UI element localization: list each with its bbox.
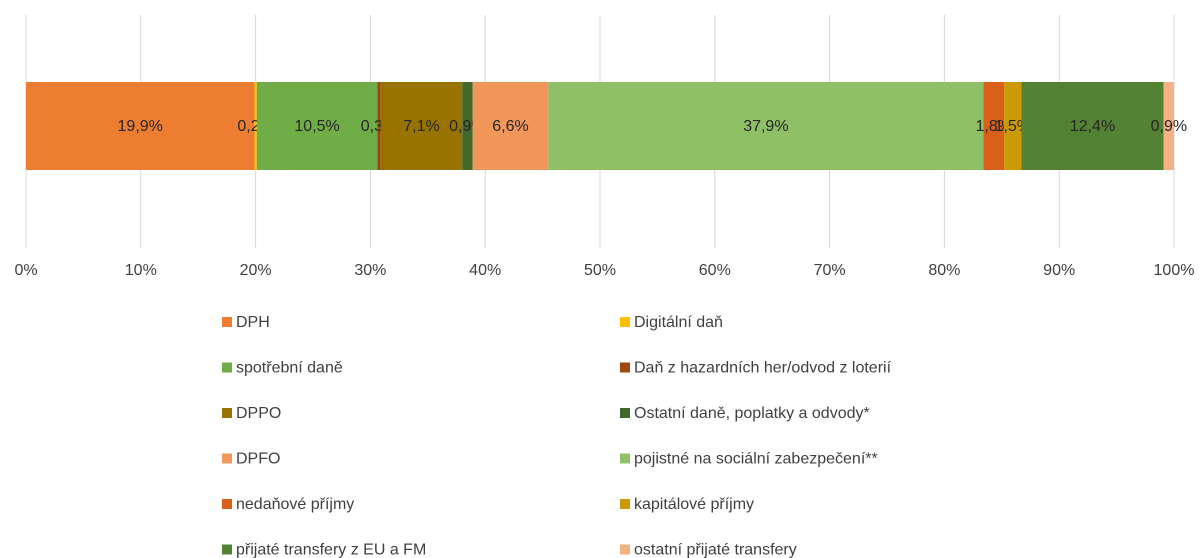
legend-swatch	[222, 408, 232, 418]
data-label: 6,6%	[492, 118, 528, 135]
legend-swatch	[222, 362, 232, 373]
legend-swatch	[620, 544, 630, 555]
bar-segment	[1021, 82, 1164, 170]
legend-label: Digitální daň	[634, 314, 723, 331]
bar-segment	[256, 82, 378, 170]
legend-swatch	[620, 362, 630, 373]
x-tick-label: 100%	[1154, 262, 1195, 279]
legend-label: DPFO	[236, 451, 280, 468]
bar-segment	[377, 82, 381, 170]
data-label: 12,4%	[1070, 118, 1115, 135]
legend-swatch	[222, 317, 232, 327]
x-tick-label: 0%	[14, 262, 37, 279]
legend-swatch	[222, 453, 232, 464]
legend-swatch	[222, 544, 232, 555]
bar-segment	[380, 82, 463, 170]
bar-segment	[983, 82, 1005, 170]
data-label: 10,5%	[294, 118, 339, 135]
x-tick-label: 90%	[1043, 262, 1075, 279]
x-tick-label: 60%	[699, 262, 731, 279]
x-tick-label: 40%	[469, 262, 501, 279]
bar-segment	[26, 82, 255, 170]
data-label: 1,8%	[976, 118, 1012, 135]
legend-swatch	[620, 317, 630, 327]
x-tick-label: 80%	[928, 262, 960, 279]
legend-label: Daň z hazardních her/odvod z loterií	[634, 360, 892, 377]
bar-segment	[254, 82, 257, 170]
legend-label: DPPO	[236, 405, 281, 422]
bar-segment	[462, 82, 473, 170]
legend-label: Ostatní daně, poplatky a odvody*	[634, 405, 870, 422]
legend-label: přijaté transfery z EU a FM	[236, 542, 426, 558]
legend-swatch	[620, 408, 630, 418]
x-tick-label: 70%	[814, 262, 846, 279]
bar-segment	[548, 82, 984, 170]
x-tick-label: 50%	[584, 262, 616, 279]
bar-segment	[1004, 82, 1022, 170]
data-label: 0,9%	[1151, 118, 1187, 135]
bar-segment	[472, 82, 549, 170]
legend-label: spotřební daně	[236, 360, 343, 377]
bar-segment	[1163, 82, 1174, 170]
legend-label: nedaňové příjmy	[236, 496, 354, 513]
x-tick-label: 30%	[354, 262, 386, 279]
x-tick-label: 20%	[240, 262, 272, 279]
data-label: 37,9%	[743, 118, 788, 135]
legend-swatch	[620, 453, 630, 464]
legend-swatch	[620, 499, 630, 509]
legend-label: kapitálové příjmy	[634, 496, 754, 513]
data-label: 7,1%	[403, 118, 439, 135]
legend-label: pojistné na sociální zabezpečení**	[634, 451, 878, 468]
legend-label: DPH	[236, 314, 270, 331]
x-tick-label: 10%	[125, 262, 157, 279]
legend-swatch	[222, 499, 232, 509]
legend-label: ostatní přijaté transfery	[634, 542, 797, 558]
data-label: 19,9%	[118, 118, 163, 135]
